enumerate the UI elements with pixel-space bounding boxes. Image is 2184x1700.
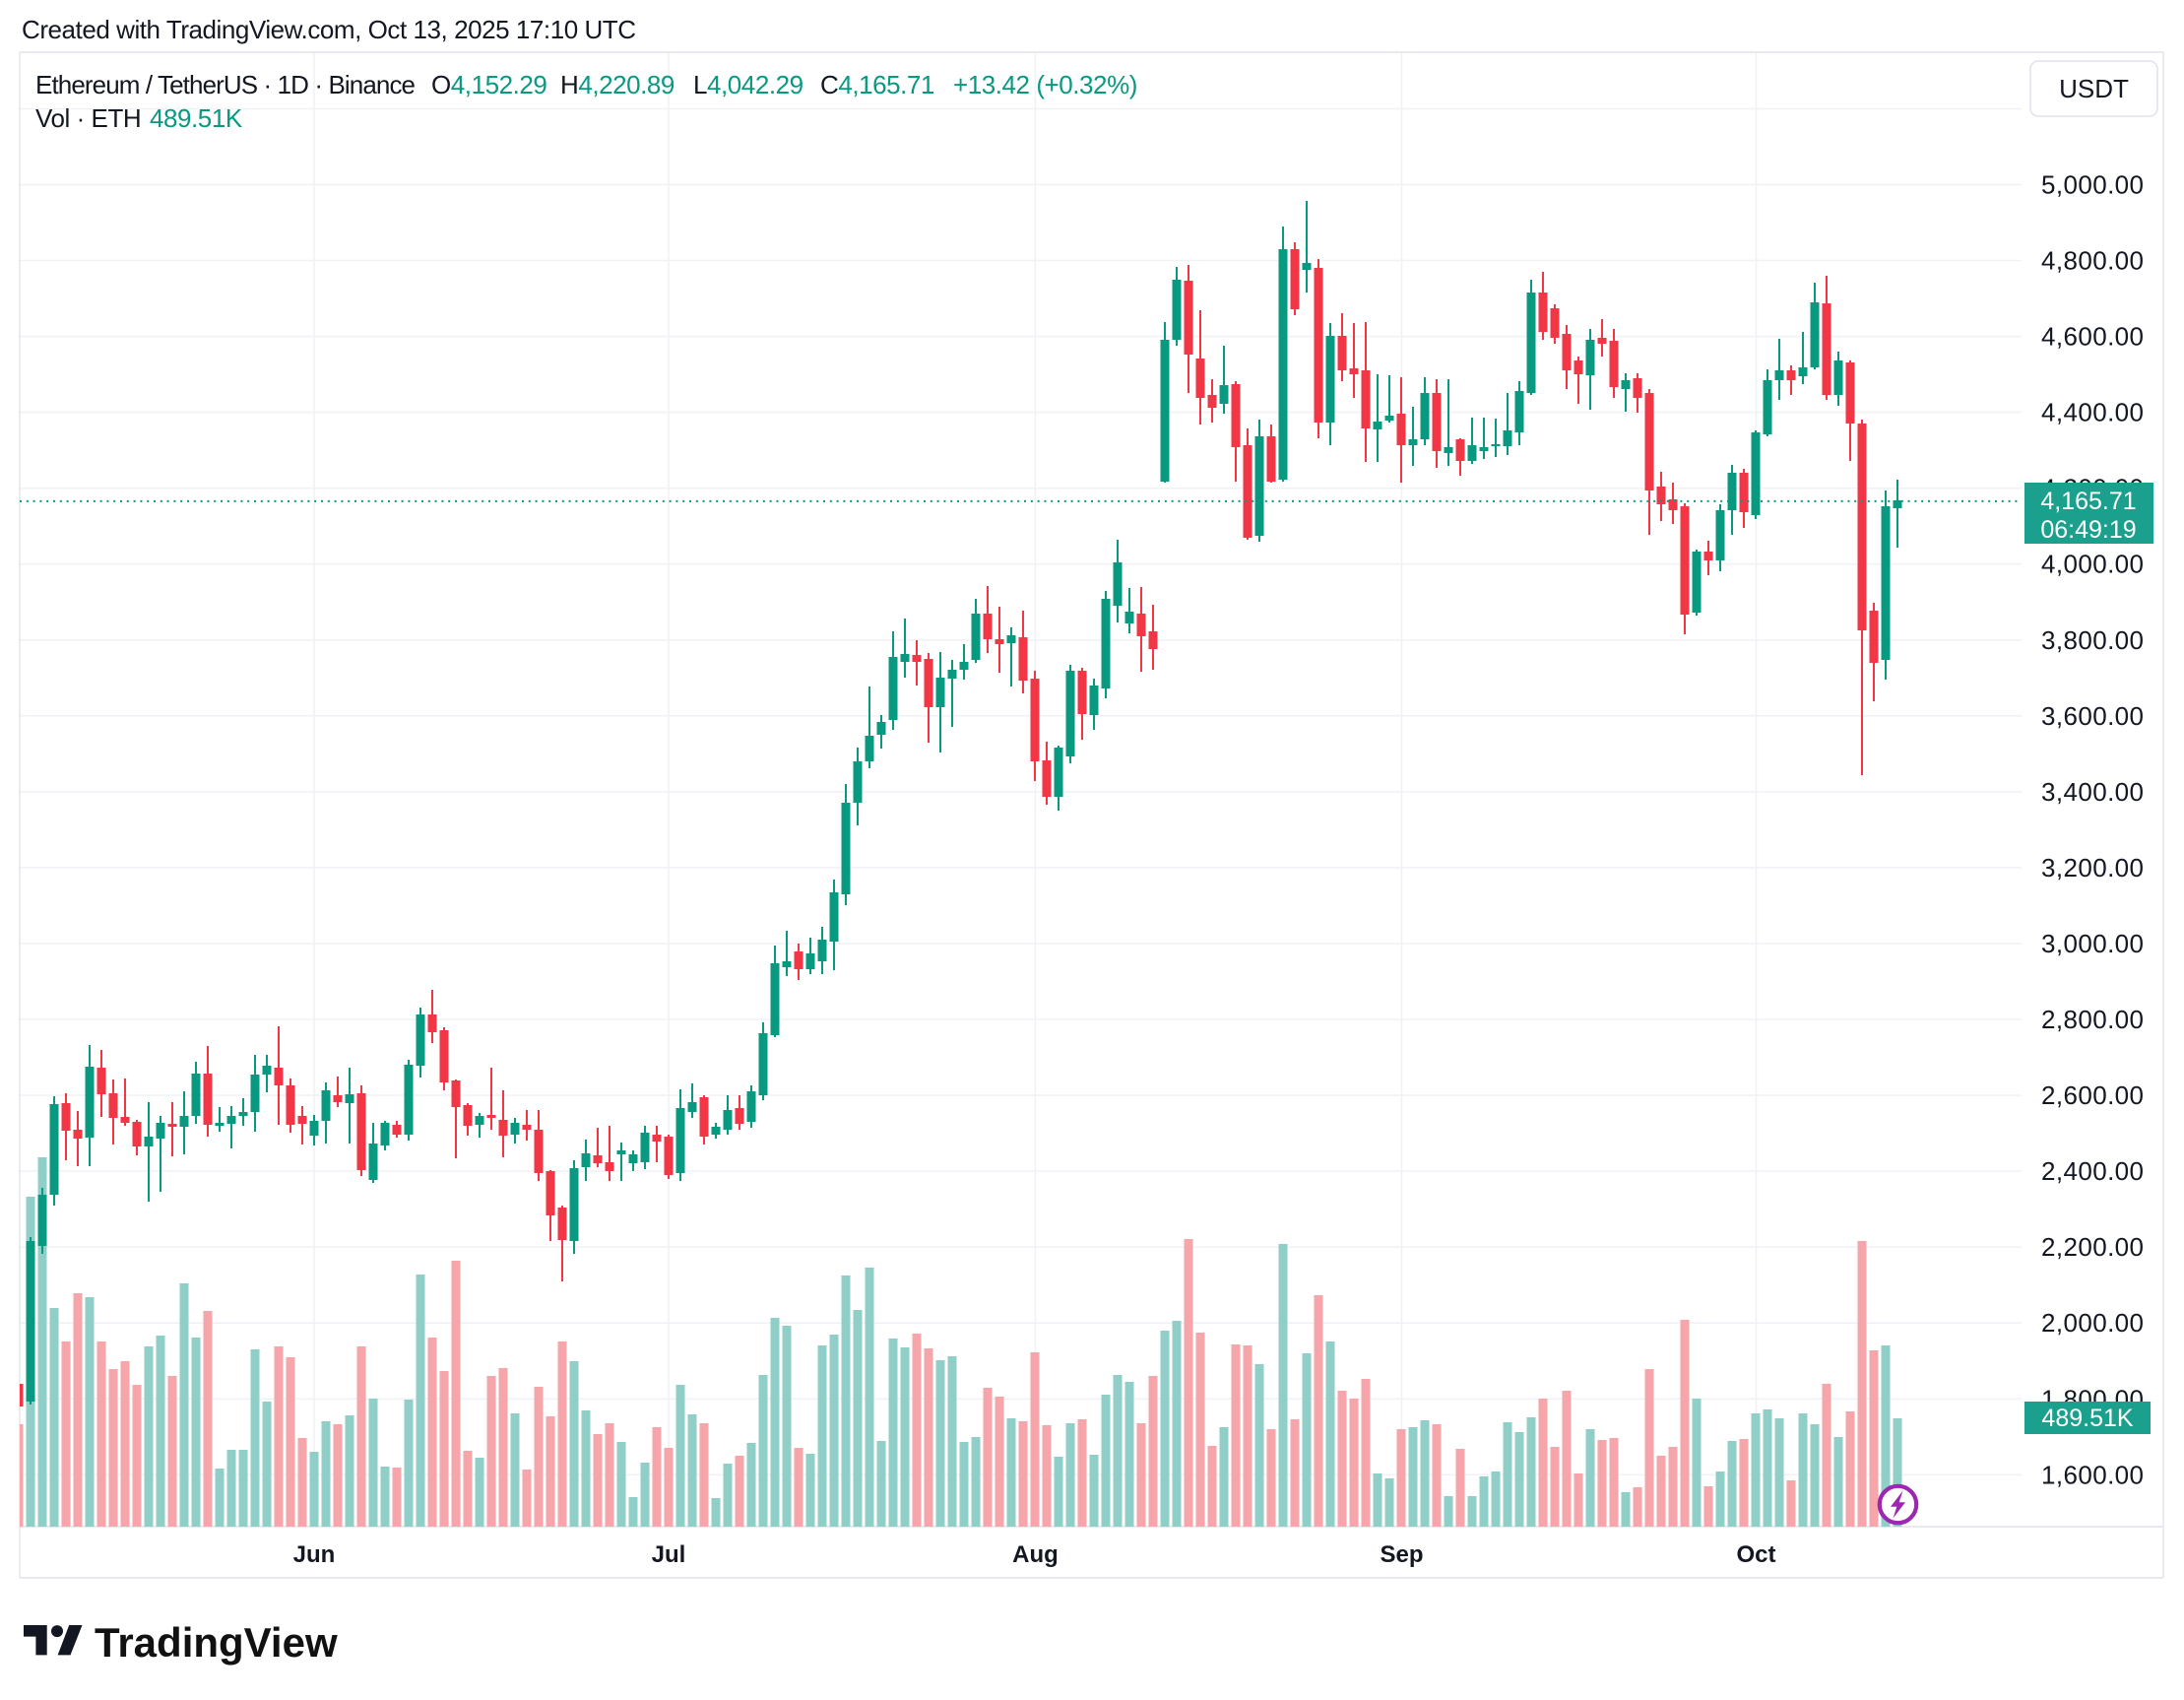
svg-text:06:49:19: 06:49:19: [2040, 516, 2136, 544]
svg-text:Oct: Oct: [1736, 1541, 1775, 1568]
svg-text:4,000.00: 4,000.00: [2041, 550, 2144, 579]
svg-text:2,000.00: 2,000.00: [2041, 1308, 2144, 1338]
svg-text:4,165.71: 4,165.71: [2040, 488, 2136, 515]
svg-text:USDT: USDT: [2059, 74, 2129, 103]
svg-text:3,000.00: 3,000.00: [2041, 929, 2144, 958]
svg-text:4,400.00: 4,400.00: [2041, 398, 2144, 427]
svg-text:TradingView: TradingView: [95, 1619, 338, 1666]
svg-text:3,200.00: 3,200.00: [2041, 853, 2144, 883]
svg-text:1,600.00: 1,600.00: [2041, 1460, 2144, 1489]
svg-text:Jun: Jun: [293, 1541, 336, 1568]
svg-text:3,800.00: 3,800.00: [2041, 625, 2144, 655]
svg-text:2,400.00: 2,400.00: [2041, 1156, 2144, 1186]
svg-text:2,600.00: 2,600.00: [2041, 1080, 2144, 1110]
svg-text:2,800.00: 2,800.00: [2041, 1005, 2144, 1034]
svg-text:489.51K: 489.51K: [2041, 1405, 2133, 1432]
svg-text:4,600.00: 4,600.00: [2041, 322, 2144, 352]
svg-text:5,000.00: 5,000.00: [2041, 170, 2144, 200]
svg-text:2,200.00: 2,200.00: [2041, 1232, 2144, 1262]
svg-text:3,400.00: 3,400.00: [2041, 777, 2144, 807]
svg-text:Aug: Aug: [1012, 1541, 1059, 1568]
svg-text:4,800.00: 4,800.00: [2041, 246, 2144, 276]
svg-text:3,600.00: 3,600.00: [2041, 701, 2144, 731]
svg-text:Sep: Sep: [1380, 1541, 1423, 1568]
svg-text:Jul: Jul: [652, 1541, 686, 1568]
